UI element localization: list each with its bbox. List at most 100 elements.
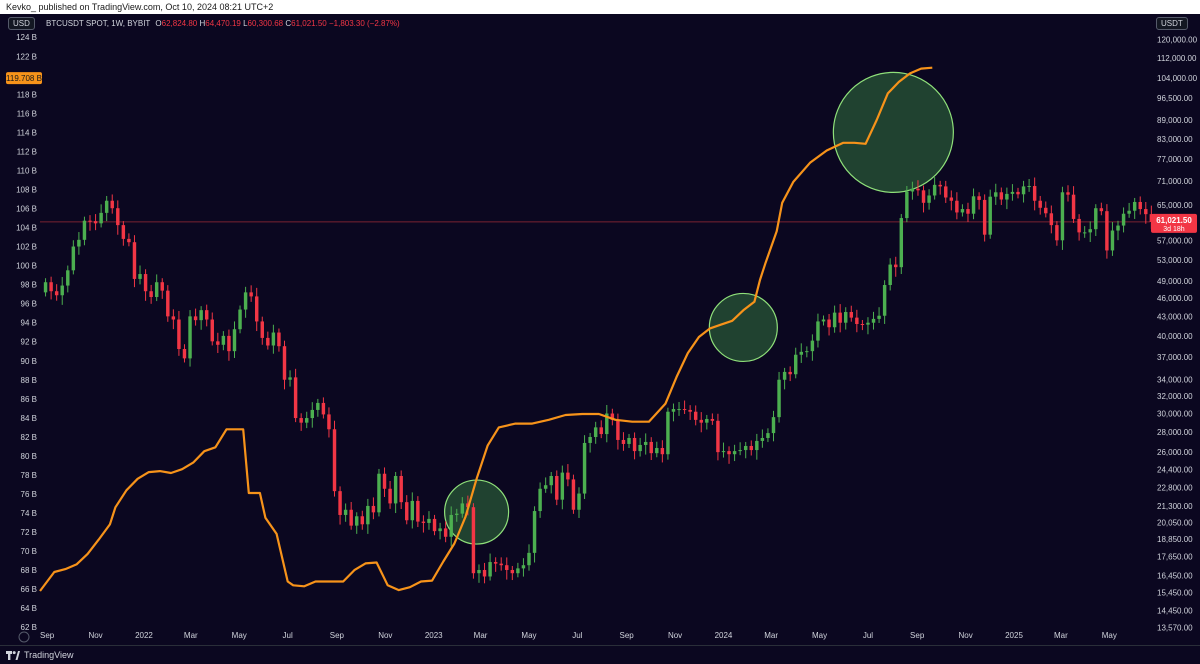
candle-body — [421, 521, 426, 523]
candle-body — [321, 402, 326, 415]
candle-body — [710, 418, 715, 421]
right-axis-tick: 21,300.00 — [1157, 502, 1193, 511]
candlestick-series — [43, 177, 1154, 584]
candle-body — [99, 212, 103, 224]
left-axis-tick: 62 B — [21, 623, 37, 632]
left-axis-tick: 106 B — [16, 205, 37, 214]
candle-body — [388, 488, 392, 504]
right-axis-tick: 24,400.00 — [1157, 465, 1193, 474]
time-axis-tick: Mar — [474, 631, 488, 640]
right-axis-tick: 26,000.00 — [1157, 448, 1193, 457]
candle-body — [66, 270, 70, 286]
right-axis-tick: 17,650.00 — [1157, 553, 1193, 562]
candle-body — [416, 500, 420, 522]
last-price-label: 61,021.50 — [1156, 216, 1192, 225]
candle-body — [699, 419, 703, 423]
candle-body — [293, 377, 298, 419]
right-price-axis[interactable]: 13,570.00 14,450.00 15,450.00 16,450.00 17,6… — [1157, 35, 1198, 632]
candle-body — [1077, 218, 1081, 233]
candle-body — [1099, 208, 1104, 212]
zoom-icon — [18, 631, 30, 643]
candle-body — [1044, 207, 1048, 214]
left-axis-tick: 108 B — [16, 185, 37, 194]
high-label: H — [199, 19, 206, 28]
right-axis-tick: 96,500.00 — [1157, 94, 1193, 103]
candle-body — [482, 569, 487, 577]
time-axis-tick: Nov — [88, 631, 102, 640]
zoom-icon-ring — [18, 631, 30, 643]
candle-body — [894, 264, 898, 268]
candle-body — [260, 321, 264, 338]
candle-body — [782, 371, 787, 380]
time-axis-tick: Mar — [764, 631, 778, 640]
left-axis-tick: 92 B — [21, 338, 37, 347]
right-axis-tick: 14,450.00 — [1157, 607, 1193, 616]
tradingview-brand[interactable]: TradingView — [6, 646, 74, 664]
right-axis-tick: 46,000.00 — [1157, 294, 1193, 303]
candle-body — [643, 441, 648, 445]
candle-body — [1121, 213, 1126, 226]
right-axis-tick: 16,450.00 — [1157, 572, 1193, 581]
right-axis-tick: 49,000.00 — [1157, 277, 1193, 286]
candle-body — [932, 184, 937, 196]
right-axis-tick: 77,000.00 — [1157, 155, 1193, 164]
price-chart[interactable]: 62 B 64 B 66 B 68 B 70 B 72 B 74 B 76 B 78 B 80 B… — [0, 14, 1200, 645]
right-axis-tick: 71,000.00 — [1157, 177, 1193, 186]
symbol-name[interactable]: BTCUSDT SPOT, 1W, BYBIT — [46, 19, 151, 28]
left-axis-tick: 88 B — [21, 376, 37, 385]
candle-body — [438, 528, 442, 532]
orange-line — [39, 66, 933, 592]
candle-body — [732, 451, 737, 455]
candle-body — [204, 310, 209, 320]
footer-bar: TradingView — [0, 645, 1200, 664]
candle-body — [88, 220, 92, 222]
time-axis-tick: 2024 — [715, 631, 733, 640]
time-axis-tick: May — [232, 631, 247, 640]
time-axis[interactable]: Sep Nov 2022 Mar May Jul Sep Nov 2023 Mar May Jul Se… — [40, 631, 1117, 640]
right-axis-tick: 30,000.00 — [1157, 410, 1193, 419]
candle-body — [1082, 232, 1087, 234]
candle-body — [971, 196, 976, 214]
time-axis-tick: 2025 — [1005, 631, 1023, 640]
candle-body — [1132, 201, 1137, 211]
right-axis-tick: 89,000.00 — [1157, 116, 1193, 125]
candle-body — [338, 491, 342, 515]
candle-body — [655, 448, 659, 454]
tradingview-logo-icon — [6, 651, 20, 661]
candle-body — [788, 371, 792, 375]
candle-body — [827, 319, 831, 328]
candle-body — [805, 351, 809, 353]
candle-body — [627, 437, 631, 444]
left-axis-marker-label: 119.708 B — [6, 74, 42, 83]
candle-body — [410, 500, 415, 521]
candle-body — [1116, 225, 1120, 231]
candle-body — [949, 197, 954, 201]
left-axis-tick: 76 B — [21, 490, 37, 499]
candle-body — [521, 565, 526, 569]
candle-body — [327, 414, 331, 430]
right-axis-tick: 20,050.00 — [1157, 518, 1193, 527]
candle-body — [838, 312, 842, 323]
candle-body — [249, 292, 253, 297]
candle-body — [243, 292, 248, 310]
left-unit-badge[interactable]: USD — [8, 17, 35, 30]
candle-body — [616, 419, 620, 440]
right-axis-tick: 40,000.00 — [1157, 332, 1193, 341]
left-axis-tick: 100 B — [16, 262, 37, 271]
candle-body — [1055, 225, 1059, 241]
left-axis-tick: 112 B — [17, 147, 37, 156]
left-axis-tick: 104 B — [16, 224, 37, 233]
time-axis-tick: 2023 — [425, 631, 443, 640]
right-axis-tick: 34,000.00 — [1157, 376, 1193, 385]
time-axis-tick: Jul — [863, 631, 873, 640]
candle-body — [743, 445, 748, 451]
candle-body — [116, 208, 120, 226]
right-unit-badge[interactable]: USDT — [1156, 17, 1188, 30]
candle-body — [960, 209, 965, 213]
open-value: 62,824.80 — [161, 19, 198, 28]
candle-body — [238, 309, 242, 330]
left-axis-tick: 114 B — [17, 128, 37, 137]
candle-body — [866, 322, 870, 325]
candle-body — [760, 437, 765, 441]
